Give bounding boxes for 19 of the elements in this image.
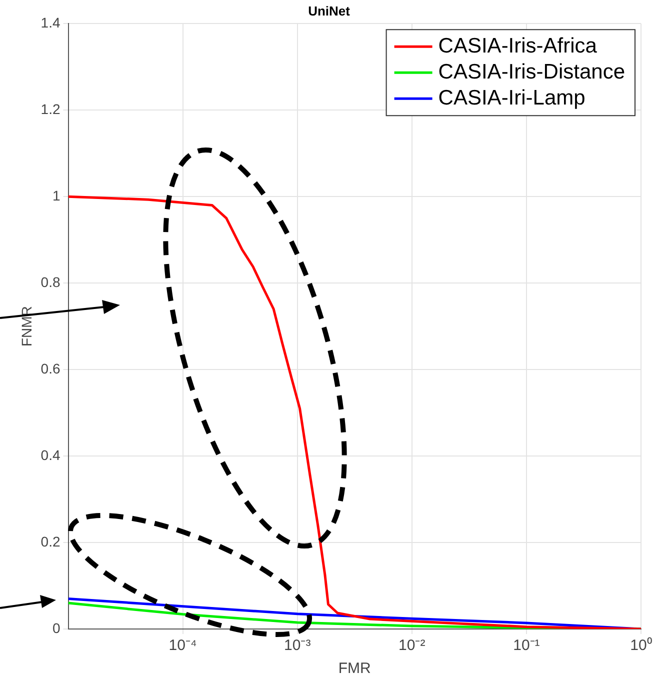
- x-tick-label: 10⁻⁴: [168, 637, 197, 654]
- x-tick-label: 10⁻³: [284, 637, 311, 654]
- x-axis-title: FMR: [338, 660, 372, 678]
- y-tick-label: 0.4: [40, 446, 60, 463]
- y-tick-label: 0.6: [40, 360, 60, 376]
- x-tick-label: 10⁰: [630, 637, 652, 654]
- y-tick-label: 1: [52, 187, 60, 204]
- y-tick-label: 1.2: [40, 100, 60, 117]
- y-axis-title: FNMR: [18, 306, 34, 347]
- y-tick-label: 0.8: [40, 274, 60, 290]
- legend-label: CASIA-Iris-Distance: [438, 60, 625, 84]
- x-tick-label: 10⁻²: [398, 637, 426, 654]
- y-tick-label: 0.2: [40, 533, 60, 550]
- y-tick-label: 1.4: [40, 14, 60, 30]
- legend-label: CASIA-Iri-Lamp: [438, 86, 586, 110]
- x-tick-label: 10⁻¹: [513, 637, 540, 654]
- chart-title: UniNet: [308, 3, 351, 18]
- legend-label: CASIA-Iris-Africa: [438, 34, 598, 58]
- y-tick-label: 0: [52, 620, 60, 636]
